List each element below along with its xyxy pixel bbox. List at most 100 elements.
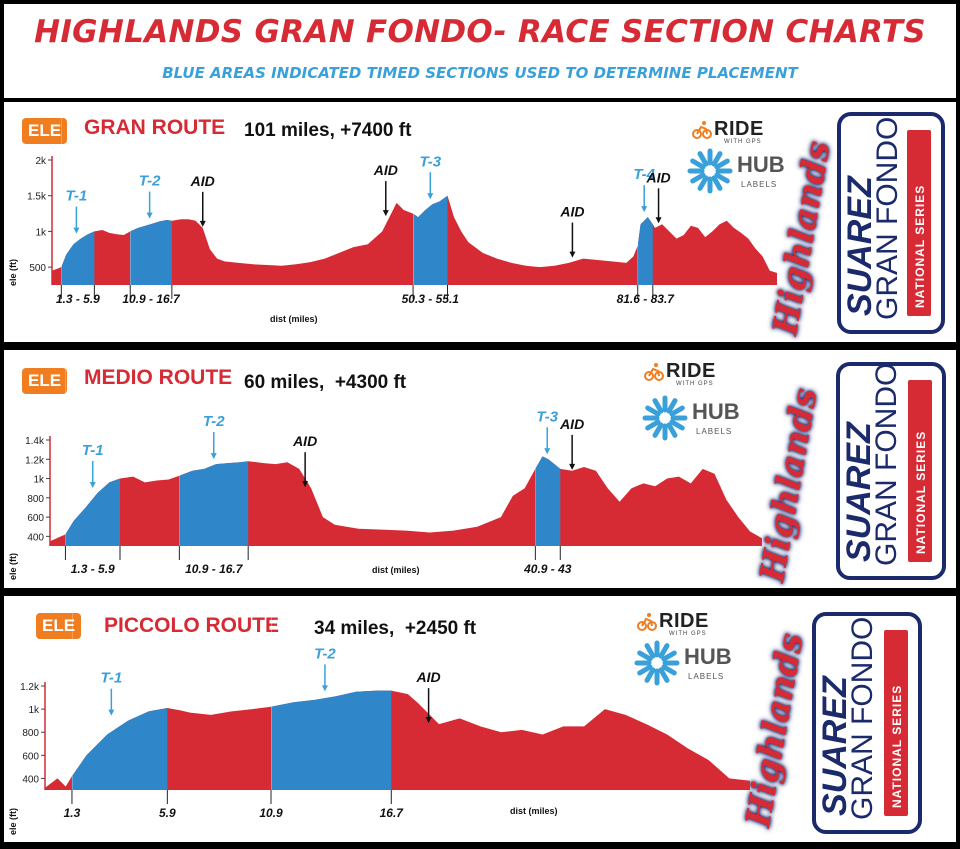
timed-arrow-head (427, 193, 434, 200)
page-subtitle: BLUE AREAS INDICATED TIMED SECTIONS USED… (162, 64, 798, 82)
x-tick-label: 10.9 (259, 806, 283, 820)
timed-arrow-head (73, 227, 80, 234)
hub-subtext: LABELS (696, 427, 733, 436)
y-tick-label: 2k (35, 156, 47, 167)
national-series-text: NATIONAL SERIES (914, 431, 928, 554)
hub-labels-logo: HUB LABELS (687, 148, 787, 198)
y-tick-label: 800 (22, 728, 39, 739)
gran-fondo-text: GRAN FONDO (871, 117, 904, 320)
timed-section-label: T-2 (139, 173, 161, 190)
gran-fondo-text: GRAN FONDO (846, 617, 879, 820)
aid-arrow-head (425, 717, 432, 724)
timed-arrow-head (210, 453, 217, 460)
ride-word: RIDE (714, 118, 764, 140)
ride-with-gps-logo: RIDE WITH GPS (644, 360, 715, 390)
timed-arrow-head (641, 206, 648, 213)
aid-station-label: AID (559, 204, 584, 220)
national-series-text: NATIONAL SERIES (890, 685, 904, 808)
x-axis-label: dist (miles) (510, 806, 558, 816)
timed-section-label: T-4 (633, 166, 655, 183)
timed-section-area (179, 461, 249, 546)
timed-range-label: 81.6 - 83.7 (617, 292, 676, 306)
timed-section-area (535, 456, 561, 546)
suarez-text: SUAREZ (816, 675, 854, 816)
aid-station-label: AID (292, 433, 317, 449)
aid-station-label: AID (373, 162, 398, 178)
timed-section-area (61, 231, 95, 285)
hub-burst-icon (634, 640, 680, 686)
elevation-profile-chart: 2k 1.5k 1k 500 T-1 1.3 - 5.9 T-2 10.9 - 16.7 T-3… (8, 102, 777, 324)
y-axis-label: ele (ft) (8, 259, 18, 286)
timed-section-label: T-3 (536, 408, 558, 425)
x-axis-label: dist (miles) (372, 565, 420, 575)
timed-section-label: T-1 (66, 188, 88, 205)
aid-arrow-head (382, 210, 389, 217)
cyclist-icon (692, 120, 712, 140)
hub-labels-logo: HUB LABELS (634, 640, 734, 690)
elevation-profile-chart: 1.4k 1.2k 1k 800 600 400 T-1 1.3 - 5.9 T-2 10.9 -… (8, 350, 762, 580)
timed-section-area (271, 690, 392, 790)
hub-subtext: LABELS (688, 672, 725, 681)
y-tick-label: 400 (22, 774, 39, 785)
route-panel-piccolo: ELE PICCOLO ROUTE 34 miles, +2450 ft RIDE WI… (4, 596, 956, 842)
header-banner: HIGHLANDS GRAN FONDO- RACE SECTION CHART… (4, 4, 956, 98)
national-series-band (884, 630, 908, 816)
timed-range-label: 50.3 - 55.1 (402, 292, 460, 306)
timed-range-label: 10.9 - 16.7 (185, 562, 244, 576)
suarez-text: SUAREZ (840, 421, 878, 562)
route-stats: 101 miles, +7400 ft (244, 120, 412, 141)
timed-range-label: 1.3 - 5.9 (56, 292, 100, 306)
timed-section-label: T-2 (203, 413, 225, 430)
timed-range-label: 40.9 - 43 (523, 562, 572, 576)
x-tick-label: 16.7 (380, 806, 405, 820)
route-stats: 34 miles, +2450 ft (314, 618, 477, 639)
hub-subtext: LABELS (741, 180, 778, 189)
timed-arrow-head (544, 448, 551, 455)
ride-with-gps-logo: RIDE WITH GPS (692, 118, 764, 148)
timed-section-label: T-1 (101, 670, 123, 687)
timed-section-area (413, 195, 448, 285)
cyclist-icon (637, 612, 657, 632)
route-panel-gran: ELE GRAN ROUTE 101 miles, +7400 ft RIDE WITH… (4, 102, 956, 342)
hub-labels-logo: HUB LABELS (642, 395, 742, 445)
ele-badge: ELE (22, 368, 68, 394)
x-tick-label: 5.9 (159, 806, 176, 820)
y-tick-label: 400 (27, 532, 44, 543)
aid-arrow-head (302, 481, 309, 488)
aid-arrow-head (569, 251, 576, 258)
timed-arrow-head (321, 685, 328, 692)
aid-arrow-head (655, 217, 662, 224)
hub-burst-icon (687, 148, 733, 194)
timed-arrow-head (89, 482, 96, 488)
y-tick-label: 600 (27, 513, 44, 524)
timed-arrow-head (146, 212, 153, 219)
gran-fondo-national-series-logo: SUAREZ GRAN FONDO NATIONAL SERIES (837, 112, 945, 334)
aid-station-label: AID (559, 416, 584, 432)
gran-fondo-national-series-logo: SUAREZ GRAN FONDO NATIONAL SERIES (836, 362, 946, 580)
ele-badge: ELE (36, 613, 82, 639)
elevation-area (50, 456, 762, 546)
timed-section-label: T-3 (419, 153, 441, 170)
timed-section-label: T-1 (82, 442, 104, 459)
gran-fondo-national-series-logo: SUAREZ GRAN FONDO NATIONAL SERIES (812, 612, 922, 834)
timed-section-area (71, 708, 168, 790)
national-series-text: NATIONAL SERIES (913, 185, 927, 308)
hub-word: HUB (692, 399, 740, 424)
timed-section-area (65, 478, 121, 546)
elevation-area (45, 690, 750, 790)
ride-subtext: WITH GPS (724, 139, 762, 145)
national-series-band (908, 380, 932, 562)
timed-section-area (637, 217, 653, 285)
elevation-profile-chart: 1.2k 1k 800 600 400 T-1 T-2 1.3 5.9 10.9 16.7 AID di… (8, 596, 750, 835)
page-title: HIGHLANDS GRAN FONDO- RACE SECTION CHART… (34, 14, 926, 50)
x-axis-label: dist (miles) (270, 314, 318, 324)
suarez-text: SUAREZ (841, 175, 879, 316)
route-panel-medio: ELE MEDIO ROUTE 60 miles, +4300 ft RIDE WITH… (4, 350, 956, 588)
route-name: PICCOLO ROUTE (104, 614, 280, 637)
aid-arrow-head (569, 463, 576, 470)
y-tick-label: 1.4k (25, 436, 45, 447)
ele-badge: ELE (22, 118, 68, 144)
y-tick-label: 1k (28, 705, 40, 716)
y-tick-label: 600 (22, 751, 39, 762)
timed-range-label: 10.9 - 16.7 (122, 292, 181, 306)
